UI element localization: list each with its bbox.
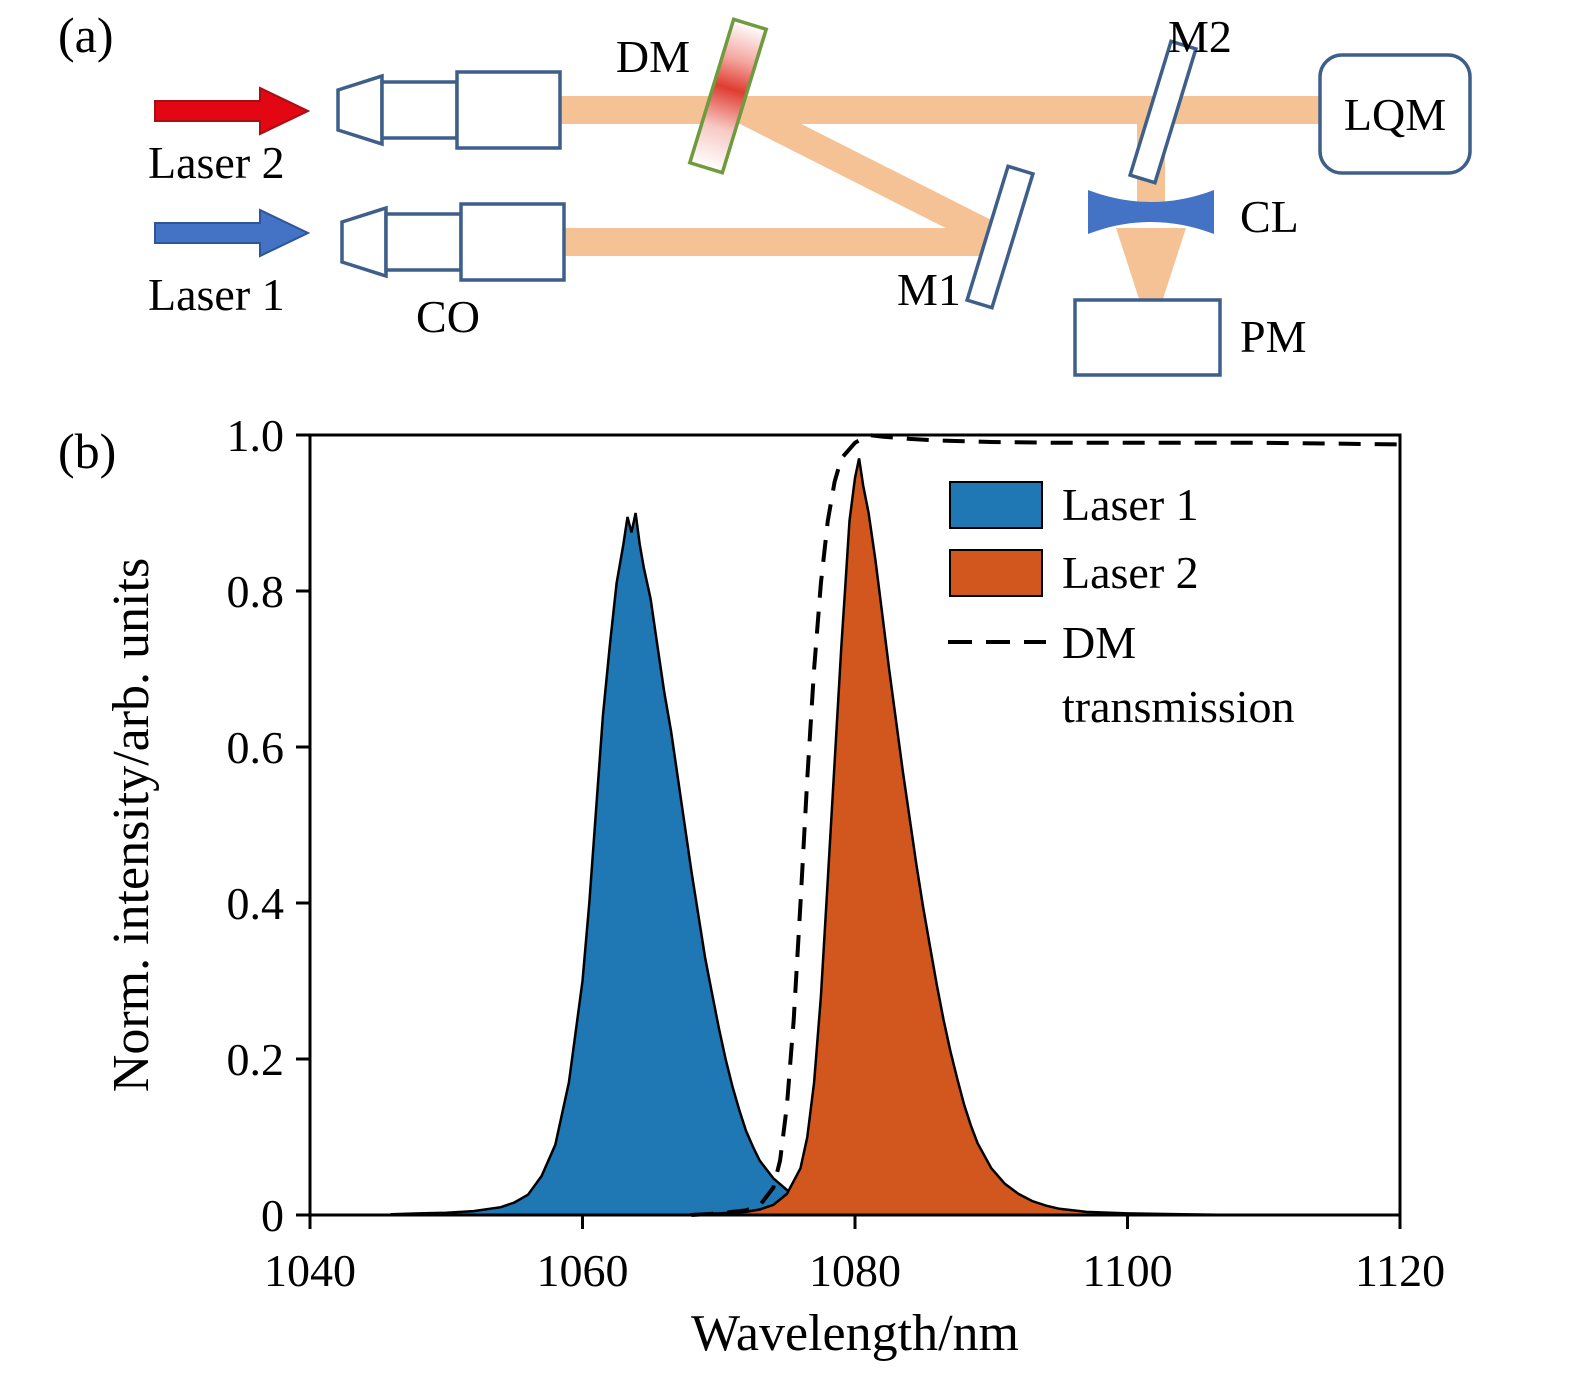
x-tick-label: 1100 (1082, 1245, 1172, 1296)
m1-label: M1 (897, 264, 961, 315)
legend-label-laser2: Laser 2 (1062, 547, 1199, 598)
mirror-m1-glass (964, 164, 1036, 310)
dm-label: DM (616, 31, 690, 82)
laser2-label: Laser 2 (148, 137, 285, 188)
collimator-top-tip (336, 73, 384, 147)
pm-label: PM (1240, 311, 1306, 362)
optical-elements (336, 39, 1472, 377)
laser1-label: Laser 1 (148, 269, 285, 320)
beam-top-horizontal (560, 96, 1320, 124)
laser2-spectrum-area (690, 458, 1237, 1217)
legend-label-dm-line2: transmission (1062, 681, 1295, 732)
mirror-m2 (1127, 39, 1199, 185)
y-tick-label: 0.6 (227, 722, 285, 773)
pm-box (1073, 298, 1222, 377)
dichroic-mirror-glass (687, 17, 769, 175)
collimator-top-body (380, 80, 459, 140)
cl-label: CL (1240, 191, 1299, 242)
y-tick-label: 0.2 (227, 1034, 285, 1085)
laser2-input-arrow (154, 86, 311, 136)
beam-diagonal-dm-m1 (734, 96, 1011, 255)
collimator-bottom-body (384, 212, 463, 272)
legend: Laser 1 Laser 2 DM transmission (948, 479, 1295, 732)
mirror-m1 (964, 164, 1036, 310)
beam-bottom-horizontal (564, 228, 1005, 256)
collimator-bottom (340, 202, 566, 282)
m2-label: M2 (1168, 11, 1232, 62)
legend-label-laser1: Laser 1 (1062, 479, 1199, 530)
legend-swatch-laser1 (949, 481, 1043, 529)
collimator-bottom-barrel (459, 202, 566, 282)
panel-b-label: (b) (58, 423, 116, 479)
beam-converging-cl-pm (1116, 228, 1186, 302)
y-axis-ticks: 0 0.2 0.4 0.6 0.8 1.0 (227, 410, 310, 1241)
dichroic-mirror-dm (687, 17, 769, 175)
collimator-bottom-tip (340, 205, 388, 279)
collimator-top (336, 70, 562, 150)
mirror-m2-glass (1127, 39, 1199, 185)
x-tick-label: 1040 (264, 1245, 356, 1296)
beam-paths (560, 96, 1320, 302)
x-tick-label: 1120 (1355, 1245, 1445, 1296)
legend-swatch-laser2 (949, 549, 1043, 597)
x-axis-title: Wavelength/nm (691, 1305, 1019, 1362)
legend-label-dm-line1: DM (1062, 617, 1136, 668)
x-tick-label: 1080 (809, 1245, 901, 1296)
x-tick-label: 1060 (537, 1245, 629, 1296)
cylindrical-lens (1088, 190, 1214, 234)
y-tick-label: 0.8 (227, 566, 285, 617)
lqm-box (1318, 53, 1472, 175)
dm-transmission-curve (691, 432, 1401, 1217)
co-label: CO (416, 291, 480, 342)
spectrum-chart: (b) 1040 1060 1080 1100 1120 0 0.2 0.4 0.6 0.8 1.… (58, 410, 1445, 1362)
y-tick-label: 1.0 (227, 410, 285, 461)
x-axis-ticks: 1040 1060 1080 1100 1120 (264, 1215, 1445, 1296)
y-axis-title: Norm. intensity/arb. units (103, 558, 160, 1092)
optical-setup-diagram: (a) Laser 2 Laser 1 CO DM M1 M2 CL PM LQ… (58, 7, 1472, 377)
y-tick-label: 0.4 (227, 878, 285, 929)
collimator-top-barrel (455, 70, 562, 150)
laser1-input-arrow (154, 208, 311, 258)
panel-a-label: (a) (58, 7, 114, 63)
lqm-label: LQM (1344, 89, 1446, 140)
y-tick-label: 0 (261, 1190, 284, 1241)
